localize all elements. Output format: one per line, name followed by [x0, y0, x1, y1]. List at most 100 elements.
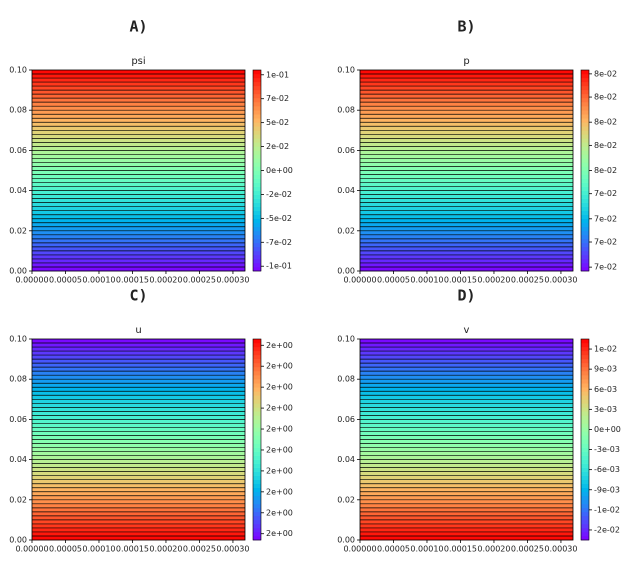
colorbar-band	[581, 363, 589, 368]
contour-band	[32, 226, 245, 232]
colorbar-band	[581, 439, 589, 444]
contour-band	[360, 443, 573, 448]
contour-band	[360, 423, 573, 428]
contour-band	[360, 70, 573, 75]
x-tick-label: 0.00010	[82, 276, 115, 285]
colorbar-band	[581, 483, 589, 489]
contour-band	[360, 531, 573, 537]
colorbar-tick-label: 8e-02	[594, 93, 617, 102]
x-tick-label: 0.00030	[544, 276, 577, 285]
colorbar-band	[581, 519, 589, 525]
colorbar-tick-label: 0e+00	[594, 425, 621, 434]
contour-band	[32, 258, 245, 264]
contour-band	[360, 519, 573, 525]
x-tick-label: 0.00025	[511, 545, 544, 554]
contour-band	[360, 194, 573, 199]
contour-band	[32, 242, 245, 248]
contour-band	[360, 254, 573, 260]
contour-band	[360, 126, 573, 131]
colorbar-band	[253, 106, 261, 111]
colorbar-tick-label: 0e+00	[266, 166, 293, 175]
colorbar-band	[581, 391, 589, 396]
x-tick-label: 0.00005	[49, 276, 82, 285]
panel-label: D)	[457, 287, 475, 305]
contour-band	[360, 110, 573, 115]
contour-band	[360, 182, 573, 187]
contour-band	[360, 106, 573, 111]
colorbar-band	[581, 90, 589, 95]
colorbar-band	[253, 98, 261, 103]
colorbar-band	[253, 479, 261, 485]
contour-band	[360, 427, 573, 432]
contour-band	[360, 527, 573, 533]
colorbar-frame	[580, 338, 590, 541]
contour-band	[360, 190, 573, 195]
y-tick-label: 0.04	[337, 455, 355, 464]
x-tick-label: 0.00000	[343, 545, 376, 554]
colorbar-band	[253, 126, 261, 131]
contour-band	[360, 266, 573, 272]
x-tick-label: 0.00025	[183, 545, 216, 554]
contour-band	[32, 94, 245, 99]
y-tick-label: 0.00	[9, 536, 27, 545]
x-tick-label: 0.00010	[82, 545, 115, 554]
contour-band	[32, 218, 245, 224]
colorbar-band	[581, 531, 589, 537]
colorbar-band	[581, 479, 589, 485]
colorbar-band	[253, 250, 261, 256]
colorbar-band	[253, 218, 261, 224]
contour-band	[360, 463, 573, 468]
contour-band	[32, 262, 245, 268]
colorbar-band	[253, 411, 261, 416]
colorbar-band	[253, 206, 261, 211]
colorbar-tick-label: -6e-03	[594, 465, 620, 474]
colorbar-band	[581, 411, 589, 416]
plot-frame	[359, 69, 574, 272]
y-tick-label: 0.04	[9, 186, 27, 195]
colorbar-band	[253, 527, 261, 533]
panel-label: C)	[129, 287, 147, 305]
colorbar-tick-label: 2e+00	[266, 362, 293, 371]
plot-frame	[31, 69, 246, 272]
contour-band	[360, 391, 573, 396]
x-tick-label: 0.00030	[216, 276, 249, 285]
colorbar-tick-label: 8e-02	[594, 166, 617, 175]
x-tick-label: 0.00015	[116, 545, 149, 554]
panel-title: p	[463, 56, 469, 67]
colorbar-tick-label: 2e+00	[266, 341, 293, 350]
contour-band	[32, 479, 245, 485]
contour-band	[360, 206, 573, 211]
contour-band	[360, 523, 573, 529]
colorbar-band	[581, 198, 589, 203]
contour-band	[32, 78, 245, 83]
colorbar-band	[253, 154, 261, 159]
colorbar-band	[253, 487, 261, 493]
colorbar-tick-label: -2e-02	[594, 525, 620, 534]
contour-band	[360, 407, 573, 412]
contour-band	[360, 387, 573, 392]
colorbar-band	[253, 178, 261, 183]
y-tick-label: 0.02	[9, 226, 27, 235]
contour-band	[32, 186, 245, 191]
colorbar-band	[581, 471, 589, 476]
contour-band	[32, 190, 245, 195]
colorbar-band	[253, 254, 261, 260]
contour-band	[32, 134, 245, 139]
colorbar-tick-label: 2e+00	[266, 445, 293, 454]
colorbar-band	[253, 343, 261, 348]
contour-band	[32, 371, 245, 376]
colorbar-band	[581, 214, 589, 220]
colorbar-tick-label: -3e-03	[594, 445, 620, 454]
colorbar-band	[581, 138, 589, 143]
colorbar-band	[581, 495, 589, 501]
colorbar-band	[581, 359, 589, 364]
colorbar-band	[253, 118, 261, 123]
colorbar-tick-label: 8e-02	[594, 118, 617, 127]
contour-band	[360, 379, 573, 384]
colorbar-band	[253, 367, 261, 372]
contour-band	[32, 483, 245, 489]
colorbar-band	[253, 499, 261, 505]
contour-band	[32, 246, 245, 252]
contour-band	[360, 447, 573, 452]
y-tick-label: 0.00	[337, 267, 355, 276]
